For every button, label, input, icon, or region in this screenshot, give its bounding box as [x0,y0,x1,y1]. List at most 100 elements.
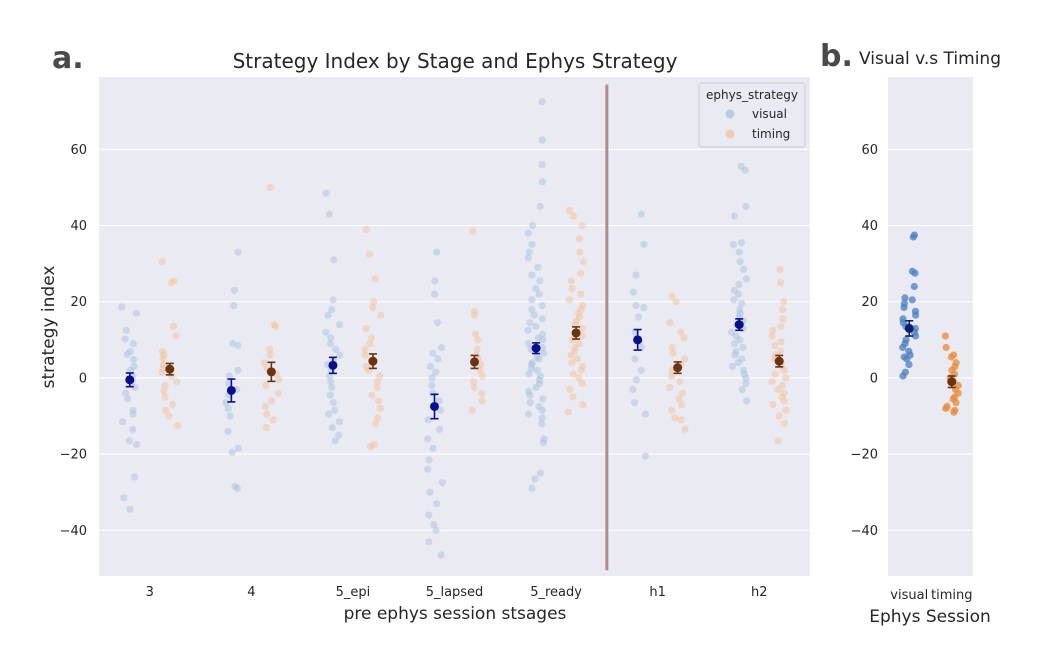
timing-data-point [261,402,269,411]
visual-data-point [539,336,547,344]
panel-a-x-axis-label: pre ephys session stsages [344,604,567,624]
timing-data-point [158,368,166,376]
visual-mean-point [125,375,135,385]
visual-data-point [433,319,442,327]
visual-data-point [433,248,441,256]
timing-data-point [365,250,373,258]
visual-data-point [530,311,538,319]
panel-b-x-axis-label: Ephys Session [869,607,991,627]
timing-data-point [169,322,177,331]
visual-data-point [119,418,127,426]
timing-mean-point [673,363,683,373]
visual-data-point [729,241,738,249]
visual-data-point [730,296,738,304]
timing-data-point [567,277,576,285]
visual-data-point [525,370,533,378]
visual-data-point [742,202,750,211]
y-tick-label: −40 [60,524,87,539]
visual-data-point [325,372,334,380]
y-tick-label: 20 [70,295,87,310]
timing-data-point [681,425,689,433]
timing-data-point [472,330,480,338]
timing-data-point [782,406,790,414]
y-tick-label: −40 [851,524,878,539]
timing-data-point [677,328,685,336]
timing-data-point [266,351,274,359]
visual-data-point [908,296,916,304]
timing-data-point [165,412,173,420]
timing-data-point [569,370,578,378]
y-tick-label: −20 [60,448,87,463]
timing-data-point [672,298,680,306]
visual-data-point [234,366,242,374]
timing-data-point [675,395,683,403]
visual-data-point [909,233,917,241]
timing-data-point [566,296,574,304]
visual-data-point [131,473,139,481]
visual-data-point [233,484,241,492]
visual-data-point [122,389,130,397]
visual-data-point [432,526,440,534]
timing-mean-point [165,364,175,374]
visual-data-point [224,427,232,435]
visual-data-point [424,465,432,473]
timing-data-point [575,235,584,243]
visual-data-point [538,343,547,352]
timing-data-point [373,383,381,391]
visual-mean-point [633,335,643,345]
visual-data-point [631,399,639,407]
visual-data-point [631,355,639,363]
timing-data-point [776,265,784,273]
x-tick-label: visual [890,588,928,603]
visual-data-point [528,484,536,492]
visual-data-point [735,281,743,289]
panel-a-means [125,318,784,420]
visual-data-point [637,366,645,374]
timing-data-point [361,351,369,359]
timing-data-point [777,322,785,331]
visual-data-point [329,296,337,304]
visual-data-point [234,444,242,452]
timing-data-point [362,225,370,233]
visual-data-point [328,383,336,391]
visual-data-point [900,303,908,312]
visual-data-point [635,313,643,321]
timing-data-point [677,416,685,424]
panel-b-x-ticks: visual timing [890,588,972,603]
timing-data-point [768,378,776,386]
legend-title: ephys_strategy [706,88,798,102]
timing-data-point [376,372,384,380]
timing-data-point [564,408,572,416]
visual-data-point [539,178,547,186]
timing-data-point [668,343,677,352]
visual-data-point [129,340,138,348]
visual-data-point [528,271,536,279]
visual-data-point [129,425,137,433]
x-tick-label: h1 [649,585,666,600]
visual-data-point [335,431,343,439]
timing-data-point [771,341,779,350]
timing-data-point [579,401,587,409]
timing-data-point [941,332,950,340]
visual-data-point [735,248,743,256]
timing-data-point [473,345,481,353]
timing-data-point [777,279,785,287]
timing-data-point [565,206,573,214]
visual-data-point [640,303,648,312]
visual-data-point [738,385,746,393]
panel-b-label: b. [820,39,853,74]
timing-data-point [568,359,576,367]
timing-data-point [778,305,787,313]
timing-data-point [478,372,486,380]
visual-data-point [430,521,438,529]
timing-data-point [377,311,385,319]
visual-data-point [637,343,646,352]
visual-data-point [425,538,433,546]
visual-data-point [538,406,547,414]
timing-data-point [262,381,270,390]
timing-data-point [167,279,175,287]
timing-data-point [374,414,382,422]
visual-data-point [122,326,130,334]
timing-data-point [158,258,166,266]
x-tick-label: timing [931,588,972,603]
